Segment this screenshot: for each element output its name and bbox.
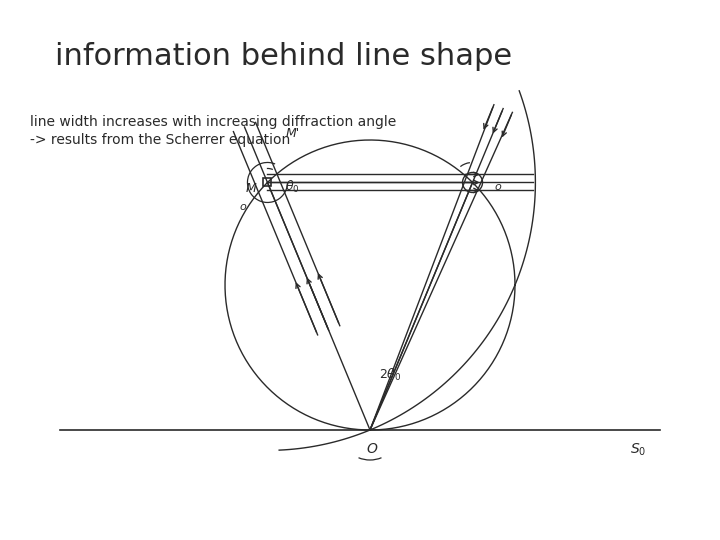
Text: o: o xyxy=(240,202,246,212)
Text: line width increases with increasing diffraction angle: line width increases with increasing dif… xyxy=(30,115,396,129)
Bar xyxy=(264,178,271,186)
Text: M': M' xyxy=(285,127,300,140)
Text: M: M xyxy=(246,183,256,195)
Text: O: O xyxy=(366,442,377,456)
Text: $S_0$: $S_0$ xyxy=(630,442,647,458)
Text: $\theta_0$: $\theta_0$ xyxy=(285,178,300,194)
Text: information behind line shape: information behind line shape xyxy=(55,42,512,71)
Text: $2\theta_0$: $2\theta_0$ xyxy=(379,367,401,383)
Text: -> results from the Scherrer equation: -> results from the Scherrer equation xyxy=(30,133,290,147)
Text: o: o xyxy=(495,183,501,192)
